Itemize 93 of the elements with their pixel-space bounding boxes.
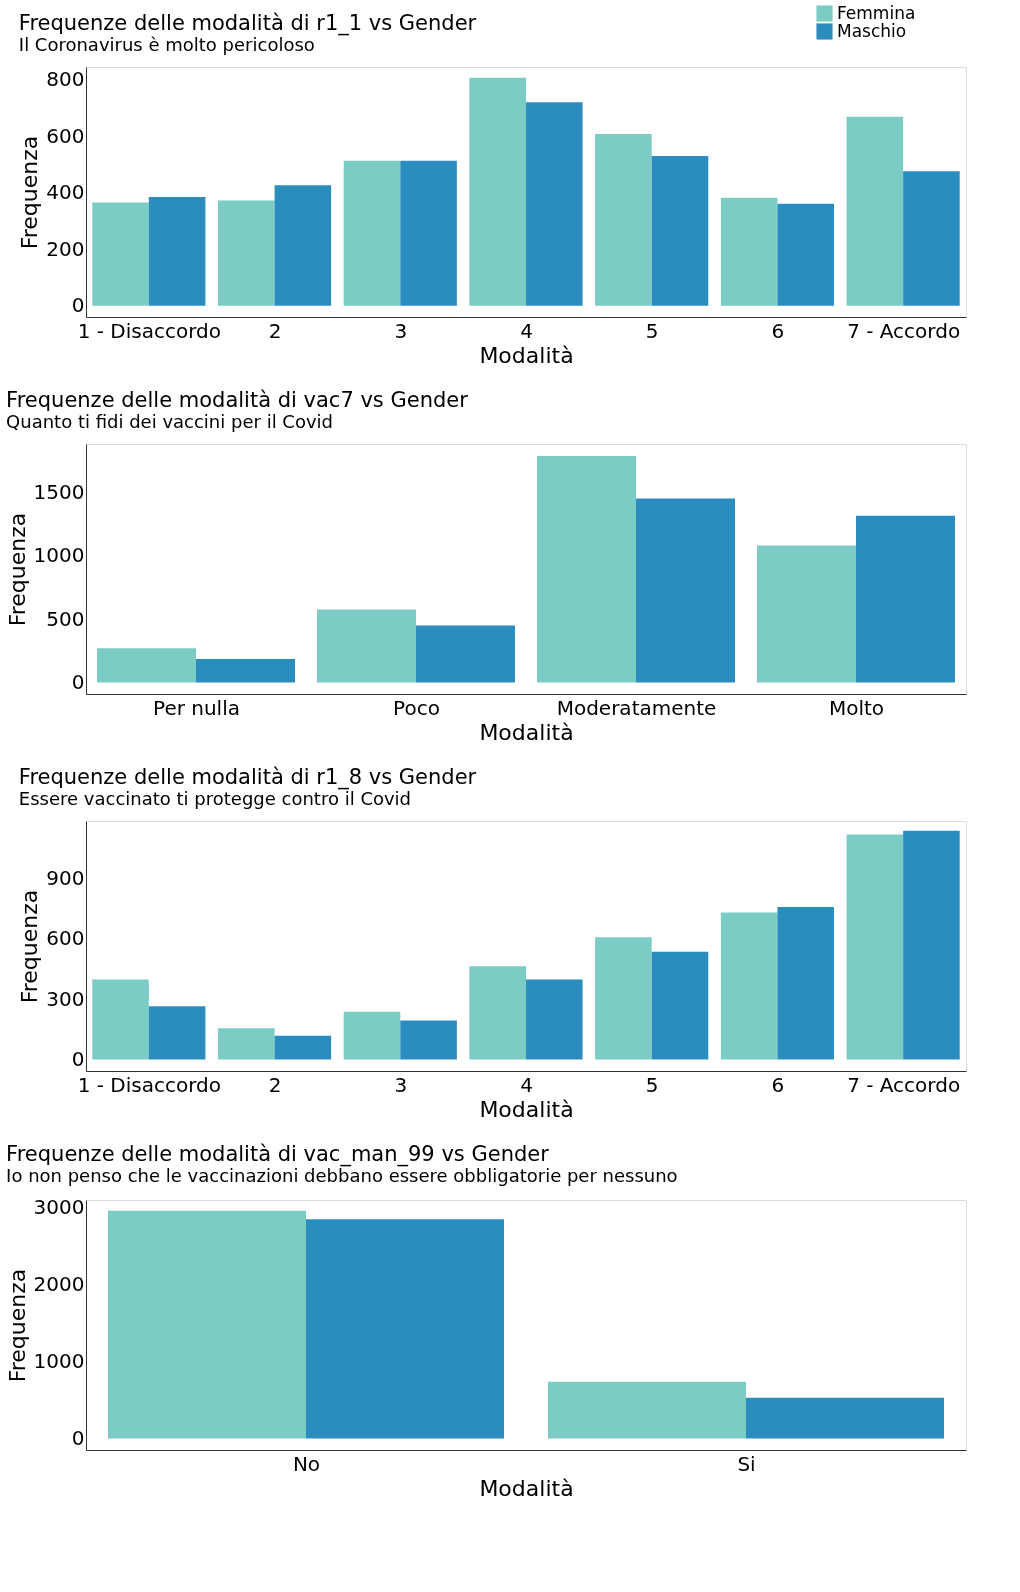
bar bbox=[469, 77, 526, 306]
bar bbox=[595, 133, 652, 306]
bar bbox=[317, 609, 416, 683]
x-axis-title: Modalità bbox=[479, 1475, 574, 1501]
chart-title: Frequenze delle modalità di vac7 vs Gender bbox=[6, 388, 469, 412]
bar bbox=[526, 102, 583, 306]
bar bbox=[343, 1011, 401, 1060]
x-tick-label: Moderatamente bbox=[556, 695, 717, 720]
x-tick-label: 4 bbox=[520, 318, 533, 343]
x-axis-title: Modalità bbox=[479, 342, 574, 368]
x-tick-label: 7 - Accordo bbox=[847, 1072, 961, 1097]
bar bbox=[548, 1381, 746, 1439]
y-axis-title: Frequenza bbox=[17, 135, 43, 250]
y-tick-label: 900 bbox=[46, 865, 85, 890]
legend-label: Maschio bbox=[837, 20, 907, 41]
bar bbox=[636, 498, 735, 683]
x-tick-label: 1 - Disaccordo bbox=[77, 1072, 222, 1097]
x-tick-label: Per nulla bbox=[153, 695, 240, 720]
bar bbox=[92, 979, 149, 1060]
x-tick-label: 6 bbox=[771, 318, 785, 343]
chart-subtitle: Quanto ti fidi dei vaccini per il Covid bbox=[6, 411, 334, 432]
x-tick-label: Poco bbox=[393, 695, 440, 720]
bar bbox=[400, 1020, 457, 1060]
bar bbox=[526, 979, 583, 1060]
y-tick-label: 400 bbox=[46, 180, 85, 205]
x-tick-label: 5 bbox=[645, 1072, 659, 1097]
bar bbox=[537, 456, 636, 683]
y-tick-label: 0 bbox=[71, 293, 85, 318]
y-tick-label: 1000 bbox=[33, 1349, 85, 1374]
bar bbox=[720, 912, 778, 1060]
bar bbox=[306, 1219, 504, 1439]
bar bbox=[274, 185, 332, 306]
y-tick-label: 1500 bbox=[33, 479, 85, 504]
y-tick-label: 0 bbox=[71, 1047, 85, 1072]
x-tick-label: No bbox=[292, 1451, 321, 1476]
y-axis-title: Frequenza bbox=[4, 512, 30, 627]
chart-title: Frequenze delle modalità di r1_1 vs Gender bbox=[18, 11, 477, 36]
bar bbox=[108, 1210, 306, 1439]
y-tick-label: 0 bbox=[71, 1426, 85, 1451]
y-tick-label: 2000 bbox=[33, 1272, 85, 1297]
y-tick-label: 500 bbox=[46, 606, 85, 631]
x-tick-label: 6 bbox=[771, 1072, 785, 1097]
bar bbox=[846, 116, 904, 306]
x-tick-label: 2 bbox=[268, 318, 282, 343]
x-tick-label: 4 bbox=[520, 1072, 533, 1097]
bar bbox=[148, 196, 206, 306]
bar bbox=[757, 545, 856, 683]
bar bbox=[746, 1397, 944, 1439]
bar bbox=[720, 197, 778, 306]
x-tick-label: Si bbox=[737, 1451, 756, 1476]
x-tick-label: 2 bbox=[268, 1072, 282, 1097]
bar bbox=[218, 1028, 275, 1060]
x-tick-label: 1 - Disaccordo bbox=[77, 318, 222, 343]
bar bbox=[218, 200, 275, 306]
bar bbox=[777, 906, 834, 1060]
chart-title: Frequenze delle modalità di vac_man_99 vs Gender bbox=[6, 1141, 550, 1167]
x-tick-label: 3 bbox=[394, 318, 408, 343]
bar bbox=[97, 648, 196, 683]
bar bbox=[903, 830, 960, 1060]
y-tick-label: 800 bbox=[46, 67, 85, 92]
chart-subtitle: Il Coronavirus è molto pericoloso bbox=[18, 34, 315, 55]
bar bbox=[274, 1035, 332, 1060]
bar bbox=[595, 937, 652, 1060]
legend-label: Femmina bbox=[837, 2, 916, 23]
y-tick-label: 600 bbox=[46, 123, 85, 148]
bar bbox=[148, 1006, 206, 1060]
y-axis-title: Frequenza bbox=[4, 1268, 30, 1383]
bar bbox=[416, 625, 515, 683]
y-tick-label: 600 bbox=[46, 926, 85, 951]
bar bbox=[400, 160, 457, 306]
x-tick-label: 3 bbox=[394, 1072, 408, 1097]
y-axis-title: Frequenza bbox=[17, 889, 43, 1004]
bar bbox=[469, 966, 526, 1060]
y-tick-label: 300 bbox=[46, 986, 85, 1011]
x-axis-title: Modalità bbox=[479, 719, 574, 745]
bar bbox=[196, 659, 295, 683]
y-tick-label: 3000 bbox=[33, 1195, 85, 1220]
x-tick-label: 5 bbox=[645, 318, 659, 343]
y-tick-label: 200 bbox=[46, 236, 85, 261]
bar bbox=[651, 155, 709, 306]
y-tick-label: 1000 bbox=[33, 543, 85, 568]
chart-title: Frequenze delle modalità di r1_8 vs Gender bbox=[18, 765, 477, 790]
bar bbox=[903, 171, 960, 306]
x-tick-label: 7 - Accordo bbox=[847, 318, 961, 343]
bar bbox=[846, 834, 904, 1060]
y-tick-label: 0 bbox=[71, 670, 85, 695]
x-axis-title: Modalità bbox=[479, 1096, 574, 1122]
x-tick-label: Molto bbox=[828, 695, 885, 720]
bar bbox=[651, 951, 709, 1060]
bar bbox=[92, 202, 149, 306]
bar bbox=[343, 160, 401, 306]
bar bbox=[856, 515, 955, 683]
bar bbox=[777, 203, 834, 306]
